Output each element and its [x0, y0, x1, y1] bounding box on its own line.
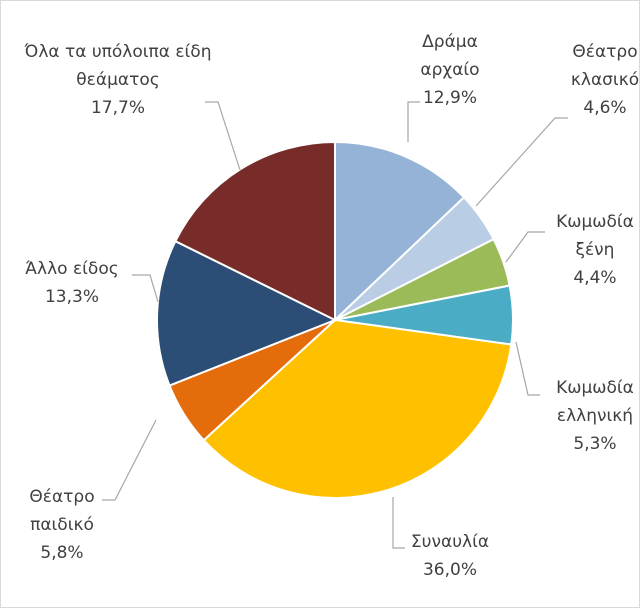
value-label: 36,0% [422, 560, 477, 580]
category-label: Κωμωδία ξένη [556, 212, 634, 260]
pie-slice [174, 140, 336, 322]
leader-line [407, 101, 420, 142]
data-label: Κωμωδία ελληνική 5,3% [550, 374, 640, 458]
category-label: Θέατρο κλασικό [570, 42, 640, 90]
data-label: Όλα τα υπόλοιπα είδη θεάματος 17,7% [18, 38, 218, 122]
category-label: Άλλο είδος [25, 259, 119, 279]
value-label: 13,3% [44, 287, 99, 307]
category-label: Δράμα αρχαίο [420, 32, 480, 80]
category-label: Θέατρο παιδικό [29, 487, 95, 535]
value-label: 17,7% [90, 98, 145, 118]
leader-line [515, 341, 540, 396]
value-label: 5,3% [573, 434, 617, 454]
data-label: Συναυλία 36,0% [375, 528, 525, 584]
pie-slice [334, 140, 466, 323]
data-label: Δράμα αρχαίο 12,9% [405, 28, 495, 112]
value-label: 4,6% [583, 98, 627, 118]
data-label: Κωμωδία ξένη 4,4% [550, 208, 640, 292]
leader-line [132, 274, 159, 303]
pie-slice [202, 318, 513, 499]
value-label: 5,8% [40, 543, 84, 563]
category-label: Κωμωδία ελληνική [556, 378, 634, 426]
leader-line [505, 231, 545, 263]
leader-line [475, 117, 568, 207]
category-label: Όλα τα υπόλοιπα είδη θεάματος [24, 42, 212, 90]
value-label: 4,4% [573, 268, 617, 288]
data-label: Άλλο είδος 13,3% [12, 255, 132, 311]
value-label: 12,9% [422, 88, 477, 108]
data-label: Θέατρο παιδικό 5,8% [12, 483, 112, 567]
leader-line [102, 419, 157, 501]
leader-line [205, 101, 241, 171]
leader-line [392, 497, 405, 549]
leader-lines [102, 101, 568, 549]
pie [156, 140, 514, 499]
category-label: Συναυλία [410, 532, 490, 552]
data-label: Θέατρο κλασικό 4,6% [560, 38, 640, 122]
pie-slice [156, 239, 338, 387]
